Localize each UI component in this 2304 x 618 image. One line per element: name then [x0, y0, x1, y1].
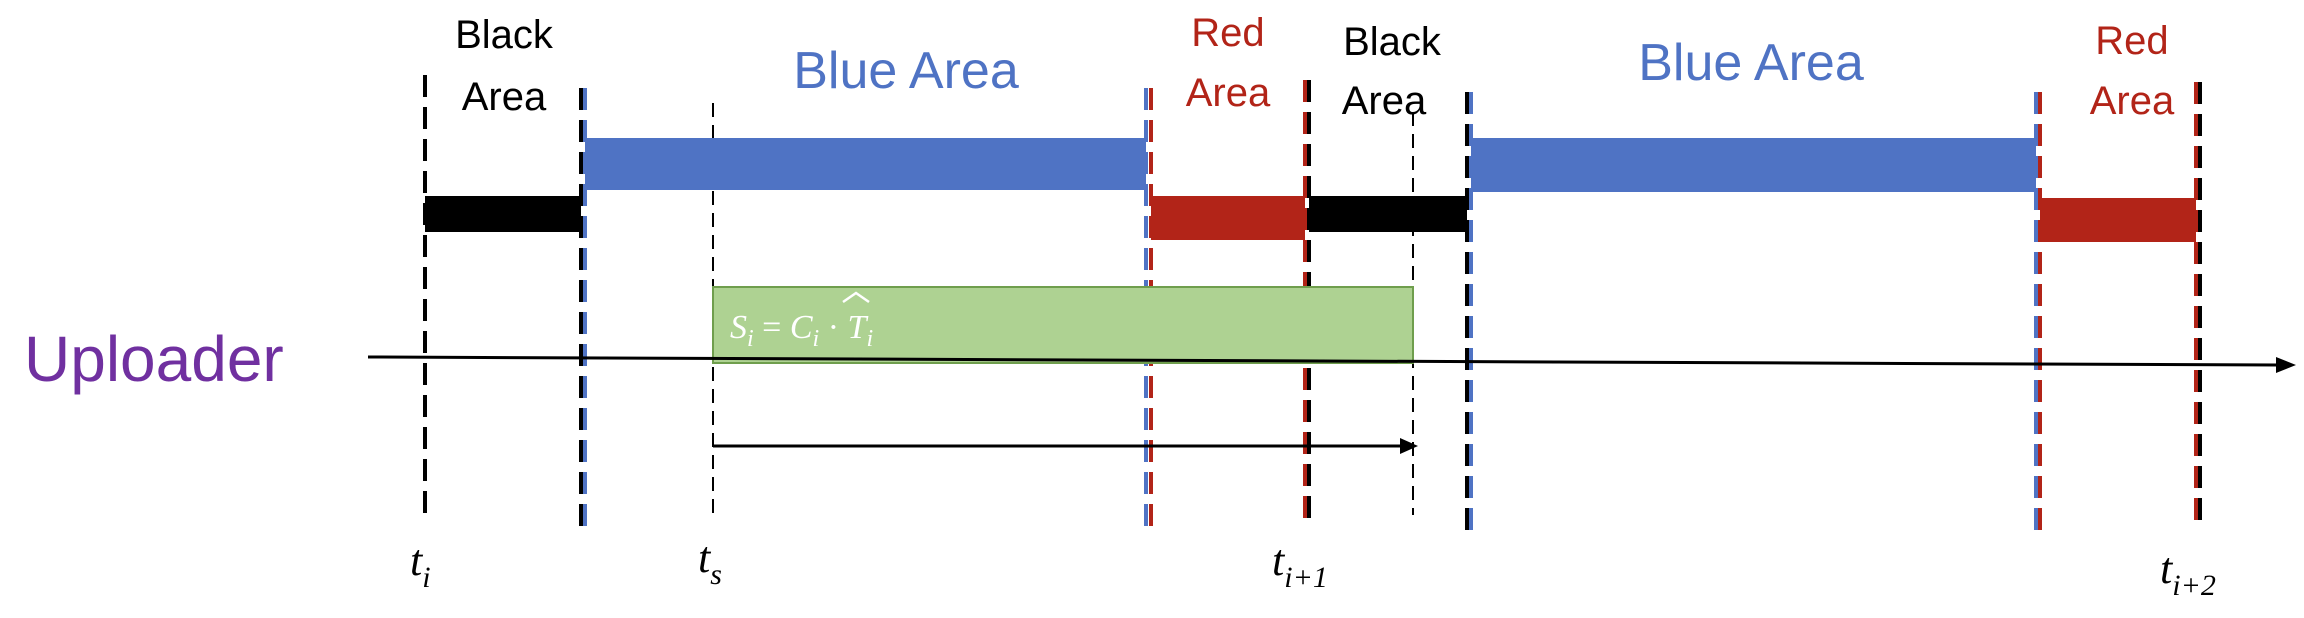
black-area-bar-1	[425, 196, 581, 232]
blue-area-bar-1	[585, 138, 1146, 190]
red-area-bar-1	[1151, 196, 1305, 240]
timeline-axis-arrowhead	[2276, 357, 2296, 373]
red-area-label-2a: Red	[2095, 19, 2168, 63]
red-area-bar-2	[2040, 198, 2196, 242]
transmission-formula: Si = Ci · Ti	[730, 309, 873, 352]
black-area-label-1b: Area	[462, 75, 547, 119]
axis-label-uploader: Uploader	[24, 323, 284, 395]
time-label-ti1: ti+1	[1272, 536, 1328, 594]
black-area-label-2a: Black	[1343, 20, 1442, 64]
red-area-label-1a: Red	[1191, 11, 1264, 55]
timeline-axis	[367, 355, 2279, 367]
c-hat-mark	[842, 291, 870, 304]
black-area-label-1a: Black	[455, 13, 554, 57]
time-label-ts: ts	[698, 533, 722, 591]
red-area-label-2b: Area	[2090, 79, 2175, 123]
black-area-label-2b: Area	[1342, 79, 1427, 123]
time-labels: ti ts ti+1 ti+2	[410, 533, 2216, 602]
duration-arrowhead	[1400, 438, 1418, 454]
blue-area-label-2: Blue Area	[1638, 34, 1864, 92]
transmission-block	[712, 286, 1414, 364]
time-label-ti2: ti+2	[2160, 544, 2216, 602]
blue-area-bar-2	[1471, 138, 2036, 192]
area-labels: Black Area Blue Area Red Area Black Area…	[455, 11, 2175, 123]
black-area-bar-2	[1309, 196, 1467, 232]
red-area-label-1b: Area	[1186, 71, 1271, 115]
time-label-ti: ti	[410, 536, 431, 594]
blue-area-label-1: Blue Area	[793, 42, 1019, 100]
